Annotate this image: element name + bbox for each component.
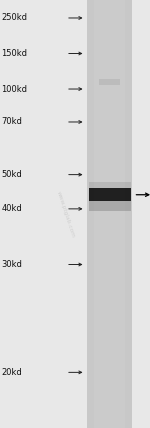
Text: www.ptglab.com: www.ptglab.com [56, 190, 76, 238]
Bar [88, 182, 130, 188]
Text: 150kd: 150kd [2, 49, 27, 58]
Text: 100kd: 100kd [2, 84, 27, 94]
Text: 70kd: 70kd [2, 117, 22, 127]
Text: 50kd: 50kd [2, 170, 22, 179]
Text: 250kd: 250kd [2, 13, 27, 23]
Bar [87, 0, 132, 428]
Bar [88, 201, 130, 211]
Bar [99, 79, 120, 85]
Text: 30kd: 30kd [2, 260, 22, 269]
Bar [88, 188, 130, 201]
Text: 20kd: 20kd [2, 368, 22, 377]
Text: 40kd: 40kd [2, 204, 22, 214]
Bar [94, 0, 125, 428]
